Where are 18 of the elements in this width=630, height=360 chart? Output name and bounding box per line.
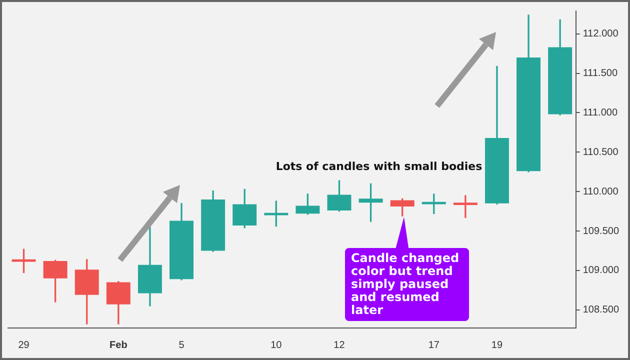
x-tick-label: 29 <box>18 340 30 351</box>
x-tick-label: 17 <box>428 340 440 351</box>
x-tick-label: 10 <box>270 340 282 351</box>
candlestick <box>453 195 478 218</box>
y-tick-label: 112.000 <box>582 28 619 40</box>
y-tick-label: 111.000 <box>582 107 618 118</box>
x-tick-label: 19 <box>491 340 503 351</box>
y-tick-label: 109.000 <box>582 265 620 276</box>
y-tick-label: 108.500 <box>582 304 620 316</box>
y-tick-label: 109.500 <box>582 226 620 237</box>
x-tick-label: 5 <box>178 340 185 351</box>
x-tick-label: 12 <box>334 340 346 351</box>
y-tick-label: 110.500 <box>582 146 619 158</box>
y-tick-label: 111.500 <box>582 68 618 80</box>
annotation: Lots of candles with small bodies <box>274 160 484 173</box>
annotation: Candle changed color but trend simply paused and resumed later <box>345 248 469 321</box>
y-tick-label: 110.000 <box>582 186 619 198</box>
x-tick-label: Feb <box>110 340 128 351</box>
